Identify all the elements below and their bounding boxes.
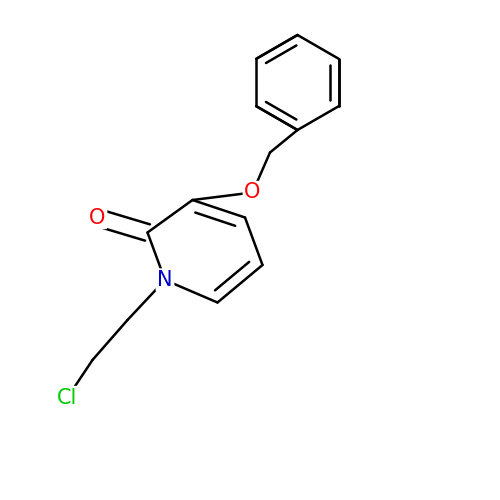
Text: N: N [157, 270, 173, 290]
Text: O: O [244, 182, 260, 203]
Text: O: O [90, 208, 106, 228]
Text: Cl: Cl [58, 388, 78, 407]
